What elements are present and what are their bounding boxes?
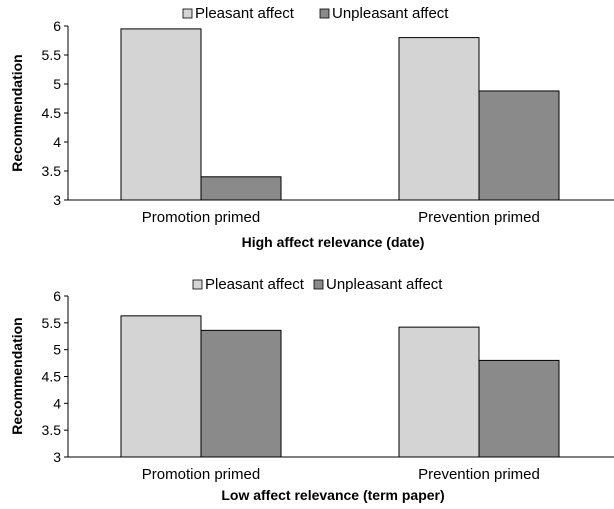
- category-label-prevention: Prevention primed: [418, 466, 540, 483]
- y-axis-title: Recommendation: [9, 317, 25, 434]
- y-tick-label: 6: [53, 18, 61, 34]
- bar-prevention-pleasant: [398, 37, 480, 201]
- y-tick-label: 3.5: [42, 163, 62, 179]
- y-tick-label: 5.5: [42, 315, 62, 331]
- bar-promotion-unpleasant: [200, 176, 282, 201]
- y-tick-label: 4.5: [42, 369, 62, 385]
- legend-label-unpleasant: Unpleasant affect: [332, 5, 449, 22]
- bar-promotion-unpleasant: [200, 329, 282, 458]
- y-tick-label: 4: [53, 395, 61, 411]
- x-axis-title: Low affect relevance (term paper): [221, 487, 444, 503]
- y-tick-label: 5: [53, 342, 61, 358]
- y-tick-label: 3: [53, 192, 61, 208]
- category-label-promotion: Promotion primed: [142, 209, 260, 226]
- y-tick-label: 5: [53, 76, 61, 92]
- category-label-promotion: Promotion primed: [142, 466, 260, 483]
- bar-promotion-pleasant: [120, 315, 202, 458]
- y-tick-label: 5.5: [42, 47, 62, 63]
- legend-swatch-unpleasant: [313, 279, 324, 290]
- legend-label-unpleasant: Unpleasant affect: [326, 276, 443, 293]
- legend-swatch-unpleasant: [319, 8, 330, 19]
- chart-low-affect-relevance: Pleasant affect Unpleasant affect Promotio…: [9, 276, 614, 503]
- y-tick-label: 3: [53, 449, 61, 465]
- y-tick-label: 3.5: [42, 422, 62, 438]
- bar-prevention-pleasant: [398, 326, 480, 458]
- x-axis-title: High affect relevance (date): [242, 234, 425, 250]
- legend-swatch-pleasant: [182, 8, 193, 19]
- y-axis-title: Recommendation: [9, 54, 25, 171]
- category-label-prevention: Prevention primed: [418, 209, 540, 226]
- y-tick-label: 6: [53, 288, 61, 304]
- y-tick-label: 4: [53, 134, 61, 150]
- y-tick-label: 4.5: [42, 105, 62, 121]
- legend-label-pleasant: Pleasant affect: [195, 5, 295, 22]
- bar-prevention-unpleasant: [478, 359, 560, 458]
- bar-prevention-unpleasant: [478, 90, 560, 201]
- legend-label-pleasant: Pleasant affect: [205, 276, 305, 293]
- chart-high-affect-relevance: Pleasant affect Unpleasant affect Promotio…: [9, 5, 614, 250]
- legend-swatch-pleasant: [192, 279, 203, 290]
- bar-promotion-pleasant: [120, 28, 202, 201]
